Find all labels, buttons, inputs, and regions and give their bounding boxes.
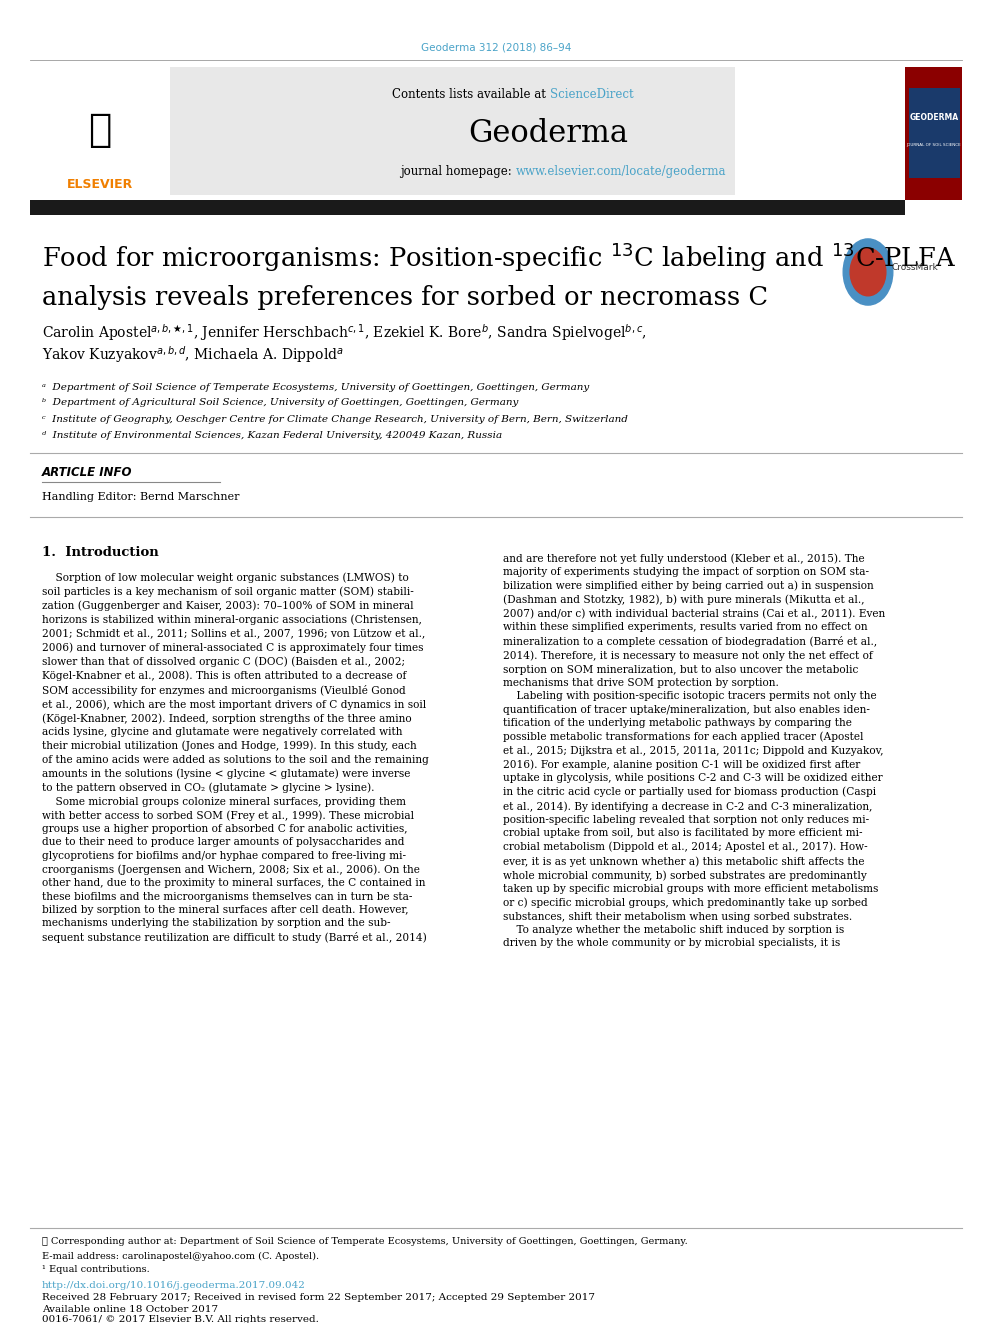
Text: ARTICLE INFO: ARTICLE INFO xyxy=(42,466,133,479)
Text: ScienceDirect: ScienceDirect xyxy=(550,89,634,102)
Text: E-mail address: carolinapostel@yahoo.com (C. Apostel).: E-mail address: carolinapostel@yahoo.com… xyxy=(42,1252,319,1261)
Text: Food for microorganisms: Position-specific $^{13}$C labeling and $^{13}$C-PLFA: Food for microorganisms: Position-specif… xyxy=(42,241,956,274)
Text: ★ Corresponding author at: Department of Soil Science of Temperate Ecosystems, U: ★ Corresponding author at: Department of… xyxy=(42,1237,687,1246)
Circle shape xyxy=(850,249,886,296)
Text: GEODERMA: GEODERMA xyxy=(910,114,958,123)
Text: Carolin Apostel$^{a,b,\bigstar,1}$, Jennifer Herschbach$^{c,1}$, Ezekiel K. Bore: Carolin Apostel$^{a,b,\bigstar,1}$, Jenn… xyxy=(42,323,647,344)
Text: Geoderma: Geoderma xyxy=(468,118,628,148)
Text: Sorption of low molecular weight organic substances (LMWOS) to
soil particles is: Sorption of low molecular weight organic… xyxy=(42,572,429,943)
Text: 🌳: 🌳 xyxy=(88,111,112,149)
Text: analysis reveals preferences for sorbed or necromass C: analysis reveals preferences for sorbed … xyxy=(42,284,768,310)
Circle shape xyxy=(843,239,893,306)
FancyBboxPatch shape xyxy=(909,89,960,179)
Text: ELSEVIER: ELSEVIER xyxy=(66,179,133,192)
FancyBboxPatch shape xyxy=(30,67,170,194)
Text: Geoderma 312 (2018) 86–94: Geoderma 312 (2018) 86–94 xyxy=(421,44,571,53)
Text: journal homepage:: journal homepage: xyxy=(401,165,516,179)
Text: and are therefore not yet fully understood (Kleber et al., 2015). The
majority o: and are therefore not yet fully understo… xyxy=(503,553,885,949)
Text: Received 28 February 2017; Received in revised form 22 September 2017; Accepted : Received 28 February 2017; Received in r… xyxy=(42,1294,595,1303)
FancyBboxPatch shape xyxy=(170,67,735,194)
FancyBboxPatch shape xyxy=(30,200,905,216)
Text: http://dx.doi.org/10.1016/j.geoderma.2017.09.042: http://dx.doi.org/10.1016/j.geoderma.201… xyxy=(42,1281,306,1290)
Text: JOURNAL OF SOIL SCIENCE: JOURNAL OF SOIL SCIENCE xyxy=(907,143,961,147)
Text: 1.  Introduction: 1. Introduction xyxy=(42,546,159,560)
Text: www.elsevier.com/locate/geoderma: www.elsevier.com/locate/geoderma xyxy=(516,165,726,179)
Text: Handling Editor: Bernd Marschner: Handling Editor: Bernd Marschner xyxy=(42,492,239,501)
Text: Yakov Kuzyakov$^{a,b,d}$, Michaela A. Dippold$^{a}$: Yakov Kuzyakov$^{a,b,d}$, Michaela A. Di… xyxy=(42,344,344,365)
Text: ᵈ  Institute of Environmental Sciences, Kazan Federal University, 420049 Kazan, : ᵈ Institute of Environmental Sciences, K… xyxy=(42,430,502,439)
Text: 0016-7061/ © 2017 Elsevier B.V. All rights reserved.: 0016-7061/ © 2017 Elsevier B.V. All righ… xyxy=(42,1315,318,1323)
Text: Contents lists available at: Contents lists available at xyxy=(393,89,550,102)
FancyBboxPatch shape xyxy=(905,67,962,200)
Text: CrossMark: CrossMark xyxy=(892,262,938,271)
Text: ᵇ  Department of Agricultural Soil Science, University of Goettingen, Goettingen: ᵇ Department of Agricultural Soil Scienc… xyxy=(42,398,519,407)
Text: ᵃ  Department of Soil Science of Temperate Ecosystems, University of Goettingen,: ᵃ Department of Soil Science of Temperat… xyxy=(42,382,589,392)
Text: Available online 18 October 2017: Available online 18 October 2017 xyxy=(42,1304,218,1314)
Text: ¹ Equal contributions.: ¹ Equal contributions. xyxy=(42,1266,150,1274)
Text: ᶜ  Institute of Geography, Oeschger Centre for Climate Change Research, Universi: ᶜ Institute of Geography, Oeschger Centr… xyxy=(42,414,628,423)
